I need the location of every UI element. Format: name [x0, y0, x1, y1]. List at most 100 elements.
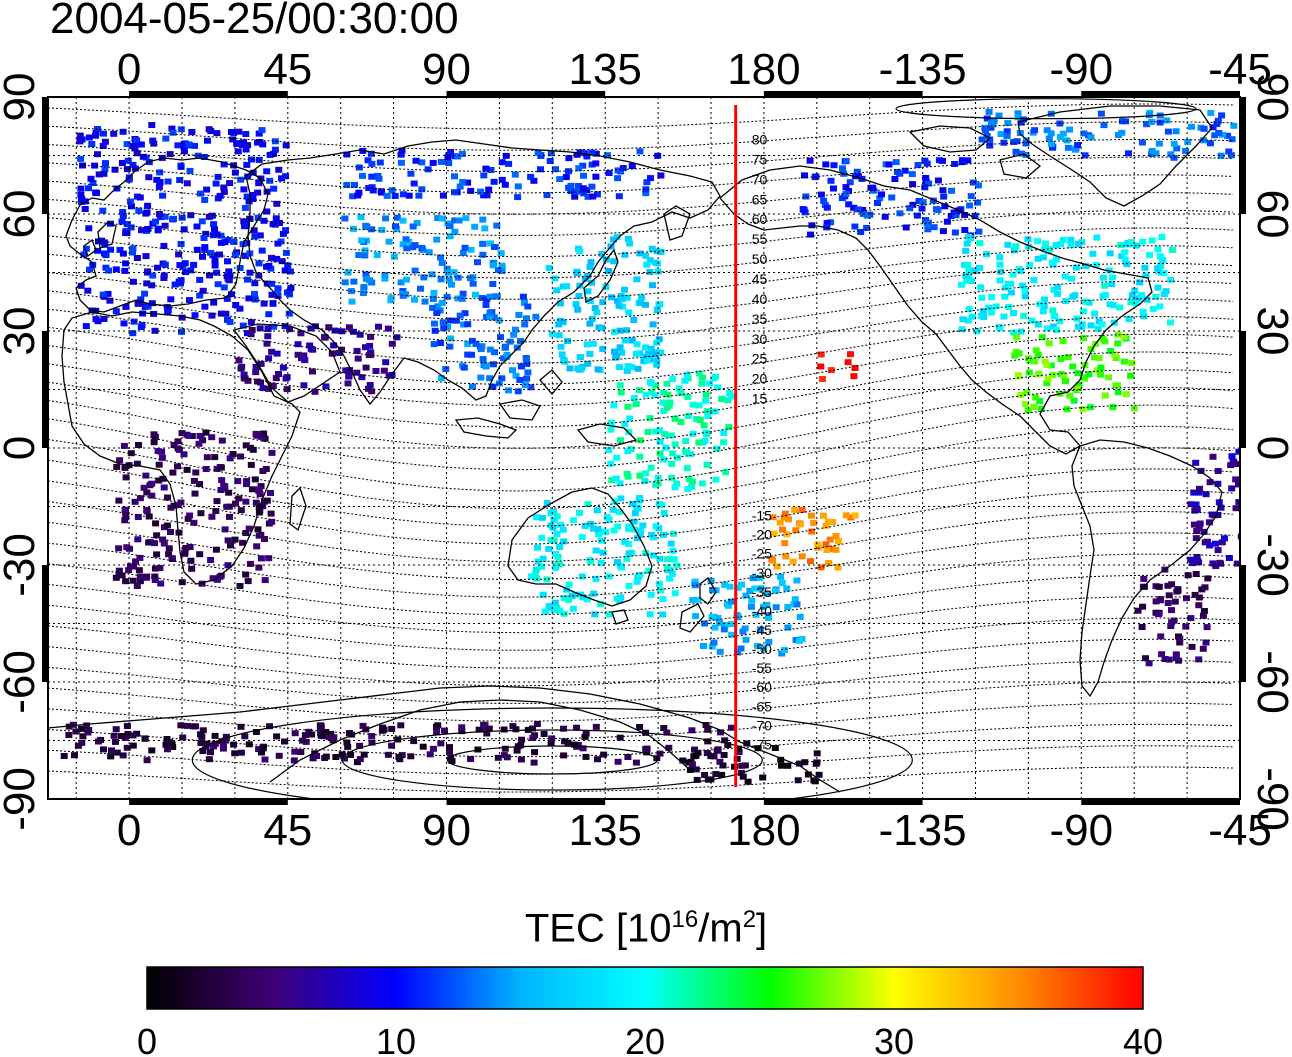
- tec-cell: [291, 748, 299, 755]
- tec-cell: [1004, 120, 1012, 127]
- tec-cell: [1012, 243, 1020, 250]
- tec-cell: [1074, 142, 1082, 148]
- tec-cell: [859, 206, 867, 213]
- tec-cell: [429, 296, 437, 302]
- tec-cell: [1164, 600, 1172, 606]
- tec-cell: [494, 266, 502, 273]
- tec-cell: [1020, 312, 1028, 319]
- tec-cell: [1074, 370, 1082, 377]
- mlat-contour: [48, 617, 1233, 669]
- tec-cell: [223, 295, 231, 302]
- tec-cell: [823, 546, 831, 553]
- tec-cell: [1254, 151, 1261, 157]
- tec-cell: [586, 264, 594, 271]
- tec-cell: [651, 392, 659, 399]
- tec-cell: [136, 573, 144, 580]
- tec-cell: [216, 251, 223, 258]
- tec-cell: [242, 498, 250, 505]
- tec-cell: [148, 747, 156, 754]
- tec-cell: [913, 212, 921, 219]
- tec-cell: [662, 444, 670, 451]
- tec-cell: [398, 147, 406, 154]
- tec-cell: [1071, 146, 1079, 153]
- tec-cell: [1053, 326, 1061, 333]
- tec-cell: [129, 249, 136, 256]
- tec-cell: [1023, 389, 1031, 396]
- tec-cell: [203, 454, 211, 461]
- tec-cell: [782, 553, 790, 560]
- tec-cell: [863, 212, 871, 219]
- tec-cell: [588, 183, 596, 190]
- tec-cell: [375, 175, 383, 182]
- tec-cell: [642, 746, 650, 752]
- tec-cell: [807, 231, 814, 238]
- tec-cell: [1196, 485, 1203, 492]
- tec-cell: [225, 268, 233, 275]
- tec-cell: [1079, 406, 1087, 413]
- tec-cell: [1010, 310, 1017, 316]
- tec-cell: [1119, 118, 1126, 125]
- tec-cell: [418, 159, 426, 166]
- tec-cell: [501, 344, 509, 351]
- tec-cell: [338, 346, 345, 353]
- tec-cell: [532, 566, 540, 573]
- tec-cell: [820, 512, 827, 519]
- tec-cell: [684, 413, 692, 419]
- tec-cell: [239, 539, 247, 546]
- tec-cell: [1188, 643, 1196, 650]
- tec-cell: [276, 220, 283, 226]
- tec-cell: [343, 739, 351, 746]
- tec-cell: [355, 164, 363, 171]
- tec-cell: [806, 157, 814, 164]
- tec-cell: [524, 369, 532, 376]
- tec-cell: [1202, 491, 1210, 498]
- tec-cell: [242, 146, 250, 153]
- tec-cell: [652, 523, 660, 530]
- tec-cell: [929, 197, 937, 204]
- tec-cell: [198, 580, 206, 587]
- tec-cell: [704, 413, 712, 420]
- tec-cell: [632, 350, 640, 357]
- tec-cell: [997, 269, 1005, 275]
- tec-cell: [1107, 348, 1115, 354]
- tec-cell: [511, 171, 519, 178]
- tec-cell: [614, 758, 622, 765]
- tec-cell: [717, 729, 724, 736]
- tec-cell: [670, 530, 677, 537]
- tec-cell: [383, 192, 391, 199]
- tec-cell: [671, 441, 679, 448]
- tec-cell: [141, 735, 149, 742]
- tec-cell: [621, 420, 629, 427]
- tec-cell: [522, 356, 530, 363]
- tec-cell: [965, 267, 973, 274]
- tec-cell: [636, 250, 644, 257]
- tec-cell: [915, 198, 923, 204]
- tec-cell: [734, 584, 742, 591]
- tec-cell: [1182, 623, 1190, 630]
- tec-cell: [952, 212, 960, 219]
- tec-cell: [1193, 528, 1201, 534]
- tec-cell: [553, 531, 561, 537]
- tec-cell: [1017, 119, 1025, 126]
- tec-cell: [454, 153, 462, 160]
- tec-cell: [939, 228, 947, 235]
- tec-cell: [282, 173, 290, 180]
- tec-cell: [963, 240, 971, 247]
- tec-cell: [431, 327, 439, 334]
- tec-cell: [1062, 298, 1070, 304]
- tec-cell: [716, 758, 724, 765]
- tec-cell: [421, 298, 429, 305]
- tec-cell: [616, 344, 624, 351]
- tec-cell: [367, 150, 375, 157]
- tec-cell: [232, 500, 239, 507]
- tec-cell: [1184, 572, 1192, 579]
- tec-cell: [402, 291, 410, 298]
- tec-cell: [569, 605, 577, 612]
- tec-cell: [243, 240, 251, 247]
- mlat-label: 25: [752, 351, 768, 367]
- tec-cell: [752, 611, 760, 618]
- tec-cell: [208, 434, 216, 441]
- tec-cell: [418, 186, 426, 193]
- tec-cell: [1034, 371, 1042, 378]
- tec-cell: [902, 224, 910, 231]
